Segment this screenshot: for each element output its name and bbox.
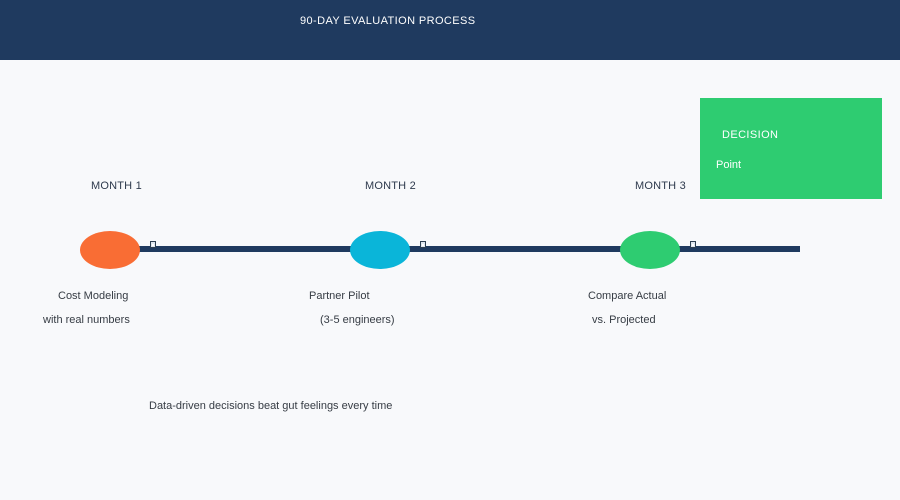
broken-image-icon	[420, 241, 426, 248]
header-bar: 90-DAY EVALUATION PROCESS	[0, 0, 900, 60]
decision-box-line2: Point	[716, 159, 742, 171]
month-2-label: MONTH 2	[365, 180, 416, 192]
milestone-2-ellipse	[350, 231, 410, 269]
decision-box-line1: DECISION	[722, 129, 779, 141]
milestone-1-desc-line1: Cost Modeling	[58, 290, 129, 302]
milestone-3-ellipse	[620, 231, 680, 269]
broken-image-icon	[690, 241, 696, 248]
milestone-1-ellipse	[80, 231, 140, 269]
decision-point-box: DECISION Point	[700, 98, 882, 199]
page-title: 90-DAY EVALUATION PROCESS	[300, 15, 476, 27]
milestone-2-desc-line1: Partner Pilot	[309, 290, 370, 302]
milestone-3-desc-line1: Compare Actual	[588, 290, 667, 302]
timeline-line	[110, 246, 800, 252]
broken-image-icon	[150, 241, 156, 248]
footnote-text: Data-driven decisions beat gut feelings …	[149, 400, 393, 412]
milestone-1-desc-line2: with real numbers	[43, 314, 130, 326]
milestone-3-desc-line2: vs. Projected	[592, 314, 656, 326]
milestone-2-desc-line2: (3-5 engineers)	[320, 314, 395, 326]
month-3-label: MONTH 3	[635, 180, 686, 192]
month-1-label: MONTH 1	[91, 180, 142, 192]
